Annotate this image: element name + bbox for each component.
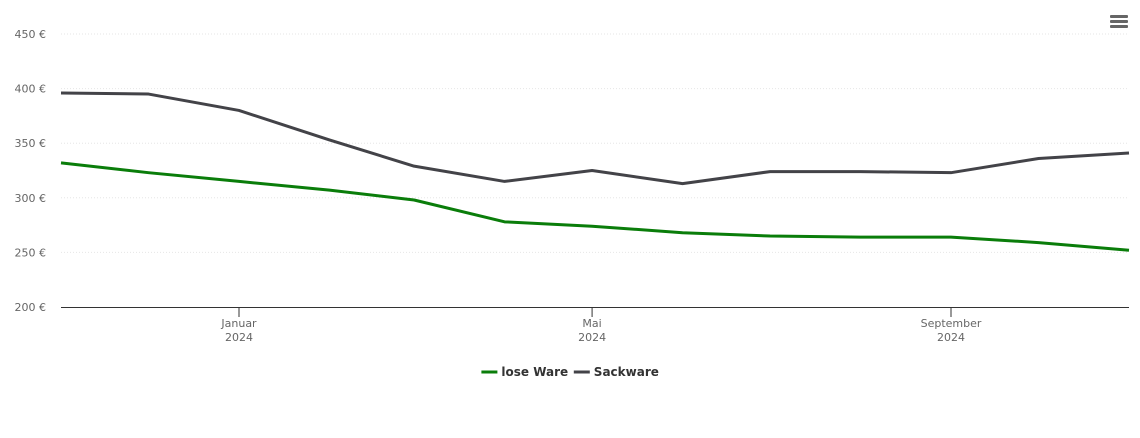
y-tick-label: 300 € <box>15 192 47 205</box>
menu-bar <box>1110 20 1128 23</box>
menu-bar <box>1110 25 1128 28</box>
legend-label: lose Ware <box>501 365 568 379</box>
y-tick-label: 350 € <box>15 137 47 150</box>
menu-bar <box>1110 15 1128 18</box>
series-line <box>60 161 1130 252</box>
y-tick-label: 450 € <box>15 28 47 41</box>
x-tick-label: Mai 2024 <box>578 317 606 344</box>
y-tick-label: 250 € <box>15 246 47 259</box>
legend-label: Sackware <box>594 365 659 379</box>
legend: lose Ware Sackware <box>481 365 659 379</box>
x-tick-label: Januar 2024 <box>220 317 257 344</box>
menu-button[interactable] <box>1110 15 1128 28</box>
y-tick-label: 200 € <box>15 301 47 314</box>
series-line <box>60 91 1130 186</box>
y-tick-label: 400 € <box>15 83 47 96</box>
x-tick-label: September 2024 <box>921 317 982 344</box>
